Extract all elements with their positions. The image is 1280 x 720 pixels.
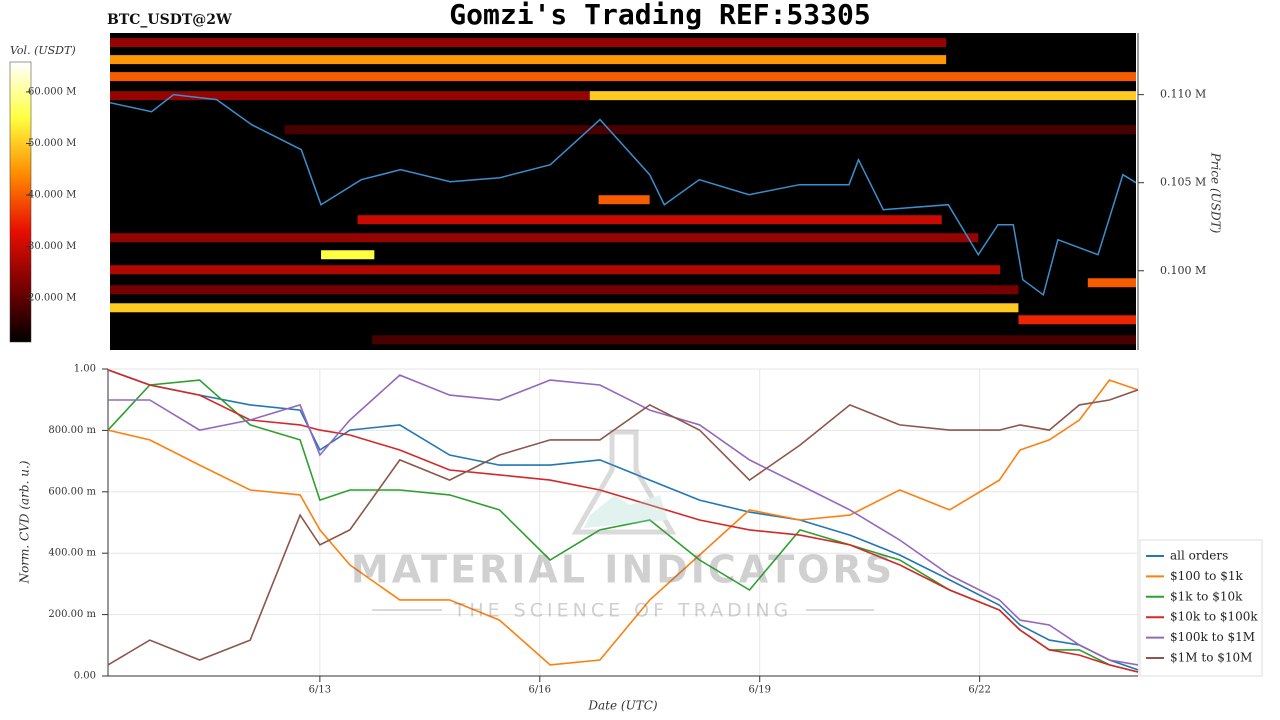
heat-cell — [110, 265, 1001, 275]
heat-cell — [110, 91, 590, 101]
y-tick-label: 0.100 M — [1160, 264, 1206, 277]
y-tick-label: 600.00 m — [48, 486, 96, 497]
y-tick-label: 0.00 — [74, 671, 96, 682]
y-tick-label: 800.00 m — [48, 425, 96, 436]
legend-label: $10k to $100k — [1170, 610, 1258, 624]
y-tick-label: 400.00 m — [48, 548, 96, 559]
legend-label: $100 to $1k — [1170, 569, 1243, 583]
series-line — [107, 379, 1139, 666]
x-tick-label: 6/13 — [309, 685, 331, 696]
watermark-logo-fill — [584, 495, 668, 528]
heat-cell — [110, 285, 1019, 295]
heat-cell — [110, 303, 1019, 313]
legend-box — [1139, 539, 1263, 677]
heat-cell — [110, 233, 979, 243]
watermark: MATERIAL INDICATORS THE SCIENCE OF TRADI… — [351, 429, 895, 622]
plot-frame — [107, 368, 1139, 677]
legend-label: $1M to $10M — [1170, 651, 1252, 665]
watermark-title: MATERIAL INDICATORS — [351, 548, 895, 592]
y-tick-label: 200.00 m — [48, 609, 96, 620]
heat-cell — [589, 91, 1136, 101]
series-line — [107, 369, 1139, 671]
heat-cell — [372, 335, 1136, 345]
colorbar-tick-label: 40.000 M — [28, 190, 76, 201]
heat-cell — [284, 125, 1136, 135]
watermark-logo — [571, 429, 677, 535]
heat-cell — [1087, 278, 1136, 288]
y-tick-label: 1.00 — [74, 364, 96, 375]
colorbar — [9, 61, 32, 343]
y-axis-label: Norm. CVD (arb. u.) — [18, 460, 32, 584]
series-line — [107, 389, 1139, 666]
colorbar-label: Vol. (USDT) — [10, 44, 76, 57]
heat-cell — [110, 38, 947, 48]
x-tick-label: 6/22 — [968, 685, 990, 696]
heat-cell — [1018, 315, 1136, 325]
heat-cell — [598, 195, 650, 205]
price-line — [109, 93, 1137, 297]
x-tick-label: 6/16 — [529, 685, 551, 696]
legend-label: $100k to $1M — [1170, 630, 1255, 644]
colorbar-tick-label: 20.000 M — [28, 293, 76, 304]
plot-background — [110, 33, 1136, 350]
y-tick-label: 0.105 M — [1160, 176, 1206, 189]
y-axis-label: Price (USDT) — [1209, 152, 1223, 234]
series-line — [108, 374, 1139, 666]
heat-cell — [321, 250, 375, 260]
series-line — [107, 369, 1139, 673]
y-tick-label: 0.110 M — [1160, 88, 1206, 101]
symbol-label: BTC_USDT@2W — [107, 12, 232, 28]
page-title: Gomzi's Trading REF:53305 — [449, 0, 870, 31]
heat-cell — [110, 55, 947, 65]
legend-label: $1k to $10k — [1170, 589, 1243, 603]
colorbar-tick-label: 60.000 M — [28, 86, 76, 97]
colorbar-tick-label: 30.000 M — [28, 241, 76, 252]
x-axis-label: Date (UTC) — [587, 699, 657, 713]
heat-cell — [357, 215, 942, 225]
heat-cell — [110, 72, 1136, 82]
colorbar-tick-label: 50.000 M — [28, 138, 76, 149]
watermark-subtitle: THE SCIENCE OF TRADING — [453, 600, 793, 622]
x-tick-label: 6/19 — [748, 685, 770, 696]
legend-label: all orders — [1170, 549, 1228, 563]
